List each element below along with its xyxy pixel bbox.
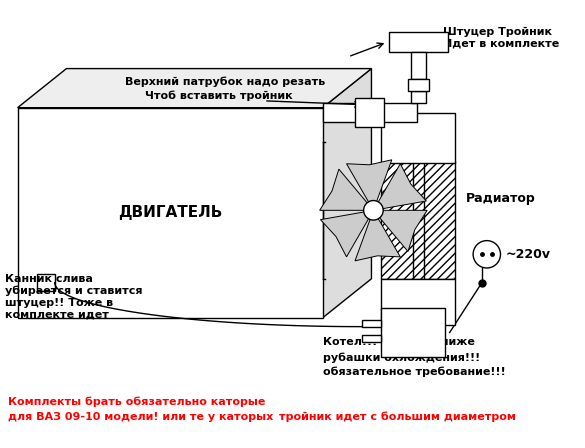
Text: Комплекты брать обязательно каторые: Комплекты брать обязательно каторые (8, 396, 265, 406)
Polygon shape (319, 169, 373, 210)
Text: Верхний патрубок надо резать: Верхний патрубок надо резать (125, 76, 325, 86)
Polygon shape (18, 69, 371, 108)
Bar (37, 274, 55, 292)
Bar (362, 336, 381, 342)
Circle shape (473, 241, 501, 268)
Polygon shape (321, 210, 373, 257)
Bar (322, 103, 418, 122)
Text: Чтоб вставить тройник: Чтоб вставить тройник (144, 90, 292, 101)
Text: Котел!!! ставится ниже: Котел!!! ставится ниже (322, 337, 474, 347)
Bar (381, 308, 445, 357)
Bar (411, 52, 426, 79)
Text: Штуцер Тройник
Идет в комплекте: Штуцер Тройник Идет в комплекте (443, 26, 559, 48)
Bar (389, 32, 448, 52)
Circle shape (364, 201, 383, 220)
Bar (18, 108, 322, 318)
Bar (355, 98, 384, 127)
Text: для ВАЗ 09-10 модели! или те у каторых: для ВАЗ 09-10 модели! или те у каторых (8, 412, 273, 422)
Bar (362, 320, 381, 327)
Text: ДВИГАТЕЛЬ: ДВИГАТЕЛЬ (118, 205, 222, 220)
Text: обязательное требование!!!: обязательное требование!!! (322, 367, 505, 377)
Bar (408, 79, 429, 91)
Polygon shape (373, 210, 427, 251)
Text: Канник слива
убирается и ставится
штуцер!! Тоже в
комплекте идет: Канник слива убирается и ставится штуцер… (5, 274, 142, 319)
Polygon shape (355, 210, 400, 261)
Bar (381, 279, 455, 325)
Bar (381, 112, 455, 164)
Text: Радиатор: Радиатор (466, 192, 536, 205)
Polygon shape (322, 69, 371, 318)
Bar (381, 161, 455, 279)
Polygon shape (373, 164, 426, 210)
Polygon shape (346, 160, 392, 210)
Bar (411, 91, 426, 103)
Text: тройник идет с большим диаметром: тройник идет с большим диаметром (278, 412, 515, 422)
Text: ~220v: ~220v (505, 248, 550, 261)
Text: рубашки охлождения!!!: рубашки охлождения!!! (322, 352, 480, 362)
